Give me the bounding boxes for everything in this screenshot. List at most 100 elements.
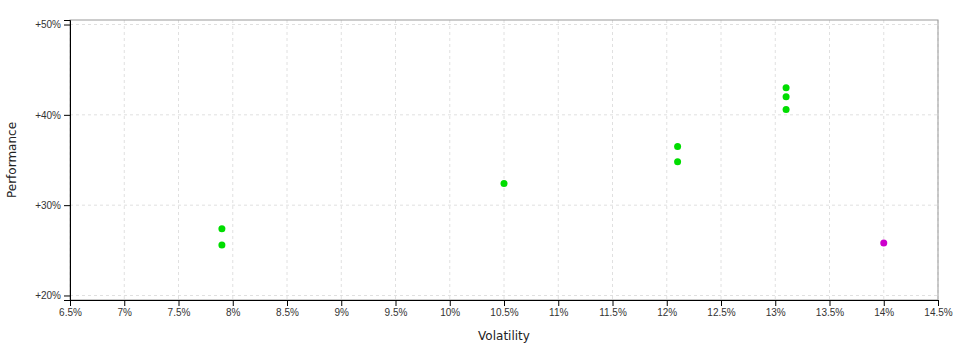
grid-line xyxy=(558,20,559,300)
x-tick-mark xyxy=(558,300,559,306)
x-tick: 14.5% xyxy=(924,300,952,318)
point xyxy=(674,143,681,150)
grid-line xyxy=(287,20,288,300)
y-axis-title: Performance xyxy=(5,122,19,198)
grid-line xyxy=(775,20,776,300)
grid-line xyxy=(178,20,179,300)
grid-line xyxy=(70,295,938,296)
x-tick-label: 9.5% xyxy=(385,307,408,318)
grid xyxy=(70,20,938,300)
x-tick-mark xyxy=(938,300,939,306)
plot-frame xyxy=(70,20,938,300)
x-tick-label: 10% xyxy=(440,307,460,318)
x-tick-mark xyxy=(341,300,342,306)
y-tick: +50% xyxy=(35,19,70,30)
x-tick: 9% xyxy=(335,300,350,318)
grid-line xyxy=(232,20,233,300)
x-tick: 12.5% xyxy=(707,300,735,318)
x-tick-mark xyxy=(450,300,451,306)
x-tick-label: 14.5% xyxy=(924,307,952,318)
x-tick: 10.5% xyxy=(490,300,518,318)
x-tick-mark xyxy=(667,300,668,306)
x-tick: 13.5% xyxy=(816,300,844,318)
y-tick-mark xyxy=(64,205,70,206)
y-tick-label: +30% xyxy=(35,200,61,211)
x-tick-mark xyxy=(179,300,180,306)
x-tick-mark xyxy=(721,300,722,306)
x-axis-line xyxy=(71,301,939,307)
point xyxy=(674,158,681,165)
x-tick-mark xyxy=(287,300,288,306)
x-tick-label: 8.5% xyxy=(276,307,299,318)
x-tick-label: 10.5% xyxy=(490,307,518,318)
grid-line xyxy=(721,20,722,300)
x-tick-mark xyxy=(124,300,125,306)
y-tick-label: +50% xyxy=(35,19,61,30)
x-tick: 8.5% xyxy=(276,300,299,318)
x-tick-mark xyxy=(613,300,614,306)
point xyxy=(783,106,790,113)
x-axis: 6.5% 7% 7.5% 8% 8.5% 9% 9.5% 10% 10.5% 11% 11.5% 12… xyxy=(59,300,953,318)
points xyxy=(218,84,887,248)
series xyxy=(880,240,887,247)
series xyxy=(218,84,789,248)
x-tick-label: 12% xyxy=(657,307,677,318)
y-tick-mark xyxy=(64,295,70,296)
y-tick: +40% xyxy=(35,110,70,121)
x-tick: 9.5% xyxy=(385,300,408,318)
grid-line xyxy=(70,24,938,25)
x-tick-label: 6.5% xyxy=(59,307,82,318)
x-tick-label: 13% xyxy=(766,307,786,318)
point xyxy=(783,84,790,91)
x-tick-label: 8% xyxy=(226,307,241,318)
chart: 6.5% 7% 7.5% 8% 8.5% 9% 9.5% 10% 10.5% 11% 11.5% 12… xyxy=(0,0,966,350)
y-tick-label: +20% xyxy=(35,290,61,301)
point xyxy=(880,240,887,247)
point xyxy=(218,241,225,248)
x-tick: 11% xyxy=(549,300,568,318)
point xyxy=(783,93,790,100)
grid-line xyxy=(666,20,667,300)
grid-line xyxy=(829,20,830,300)
x-tick-label: 13.5% xyxy=(816,307,844,318)
y-tick-mark xyxy=(64,115,70,116)
y-axis-line xyxy=(64,21,71,301)
point xyxy=(501,180,508,187)
x-tick: 11.5% xyxy=(599,300,627,318)
grid-line xyxy=(449,20,450,300)
y-tick-label: +40% xyxy=(35,110,61,121)
x-tick: 13% xyxy=(766,300,786,318)
point xyxy=(218,225,225,232)
grid-line xyxy=(504,20,505,300)
grid-line xyxy=(70,114,938,115)
x-tick-label: 14% xyxy=(874,307,894,318)
x-tick: 7.5% xyxy=(168,300,191,318)
y-tick: +30% xyxy=(35,200,70,211)
y-axis: +20% +30% +40% +50% xyxy=(35,19,70,301)
x-tick-label: 12.5% xyxy=(707,307,735,318)
grid-line xyxy=(124,20,125,300)
plot: 6.5% 7% 7.5% 8% 8.5% 9% 9.5% 10% 10.5% 11% 11.5% 12… xyxy=(35,19,953,318)
x-tick-mark xyxy=(504,300,505,306)
grid-line xyxy=(395,20,396,300)
y-tick: +20% xyxy=(35,290,70,301)
x-tick-mark xyxy=(884,300,885,306)
x-tick: 6.5% xyxy=(59,300,82,318)
y-tick-mark xyxy=(64,25,70,26)
grid-line xyxy=(883,20,884,300)
x-tick-mark xyxy=(830,300,831,306)
x-tick: 12% xyxy=(657,300,677,318)
grid-line xyxy=(70,205,938,206)
x-tick: 14% xyxy=(874,300,894,318)
x-tick-mark xyxy=(775,300,776,306)
x-tick: 10% xyxy=(440,300,460,318)
x-tick-label: 11% xyxy=(549,307,568,318)
x-axis-title: Volatility xyxy=(478,329,530,343)
x-tick: 7% xyxy=(118,300,133,318)
x-tick-label: 11.5% xyxy=(599,307,627,318)
grid-line xyxy=(612,20,613,300)
x-tick-mark xyxy=(396,300,397,306)
x-tick-label: 7% xyxy=(118,307,133,318)
x-tick-label: 9% xyxy=(335,307,350,318)
x-tick: 8% xyxy=(226,300,241,318)
